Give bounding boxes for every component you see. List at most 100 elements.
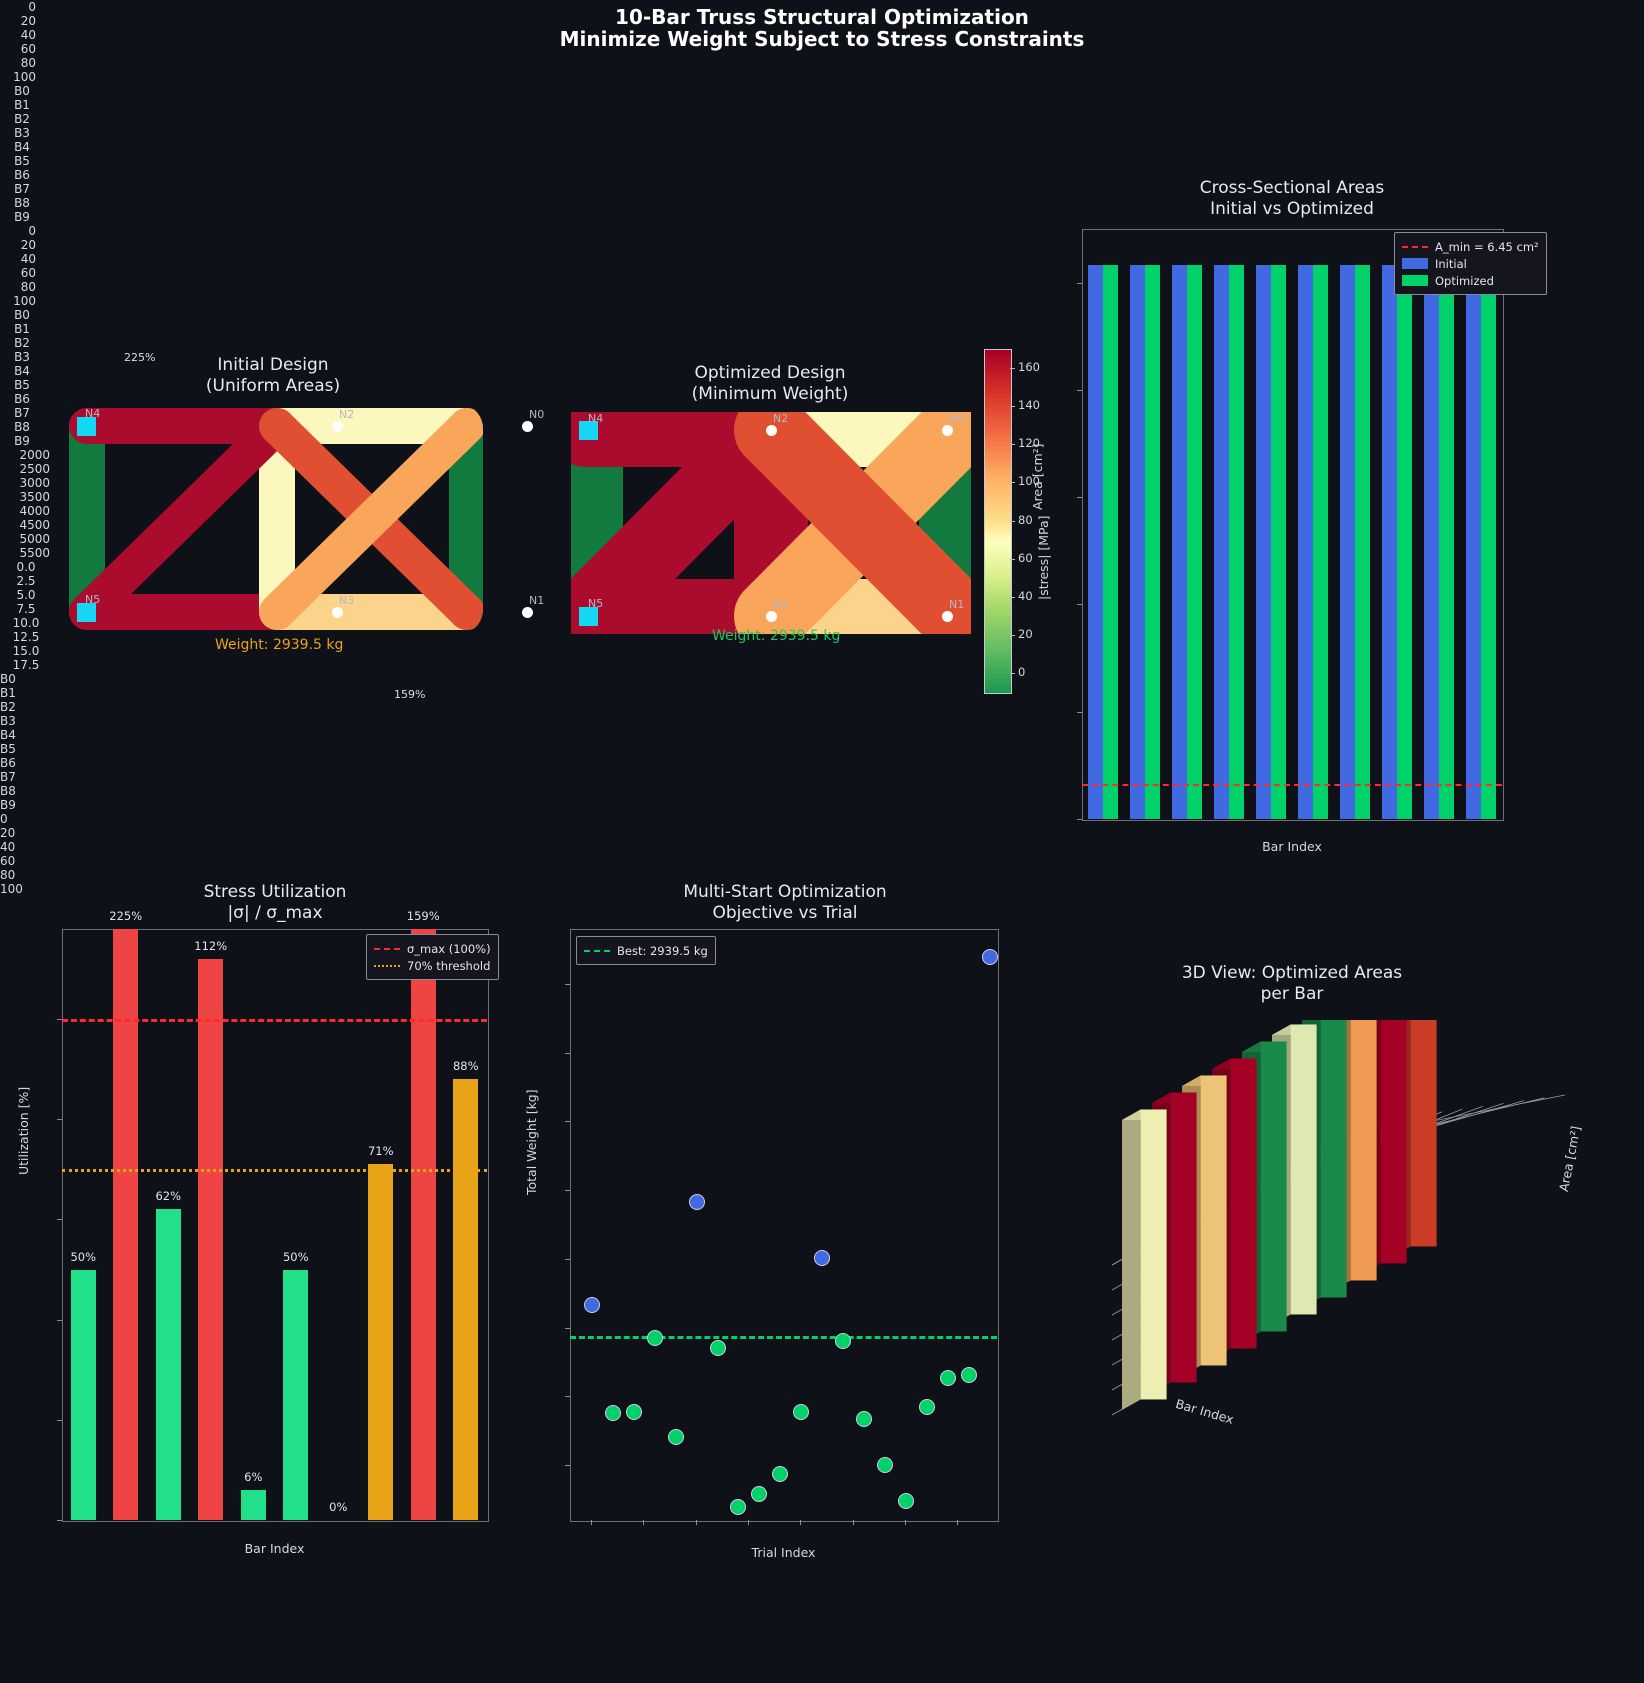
multistart-point <box>981 949 998 966</box>
areas-y-tick-mark <box>1077 282 1082 284</box>
stress-x-tick-label: B4 <box>14 364 30 378</box>
legend-entry[interactable]: Best: 2939.5 kg <box>584 942 708 959</box>
view3d-x-tick-label: B1 <box>0 686 16 700</box>
areas-bar <box>1339 265 1355 819</box>
legend-entry[interactable]: A_min = 6.45 cm² <box>1402 238 1539 255</box>
multistart-x-tick-mark <box>904 1520 906 1525</box>
node-label-N2: N2 <box>773 412 789 425</box>
legend-patch-icon <box>1402 275 1428 286</box>
stress-bar <box>410 929 436 1520</box>
areas-ylabel: Area [cm²] <box>1030 443 1045 510</box>
multistart-y-tick-label: 3500 <box>19 490 50 504</box>
areas-legend[interactable]: A_min = 6.45 cm² Initial Optimized <box>1394 232 1547 295</box>
areas-y-tick-mark <box>1077 389 1082 391</box>
multistart-y-tick-mark <box>565 1327 570 1329</box>
legend-entry[interactable]: Initial <box>1402 255 1539 272</box>
multistart-y-tick-mark <box>565 1396 570 1398</box>
multistart-legend[interactable]: Best: 2939.5 kg <box>576 936 716 965</box>
node-label-N5: N5 <box>85 593 101 606</box>
colorbar-tick-label: 0 <box>1018 664 1026 679</box>
areas-x-tick-label: B7 <box>14 182 30 196</box>
stress-y-tick-mark <box>57 1319 62 1321</box>
node-label-N0: N0 <box>949 412 965 425</box>
colorbar-tick-label: 80 <box>1018 512 1033 527</box>
multistart-x-tick-label: 5.0 <box>16 588 36 602</box>
areas-chart-title: Cross-Sectional Areas Initial vs Optimiz… <box>1082 178 1502 219</box>
stress-bar <box>453 1079 479 1520</box>
areas-x-tick-label: B9 <box>14 210 30 224</box>
stress-x-tick-label: B1 <box>14 322 30 336</box>
colorbar-tick-label: 160 <box>1018 360 1040 375</box>
stress-bar-value-label: 0% <box>329 1500 348 1514</box>
multistart-y-tick-mark <box>565 1258 570 1260</box>
optimized-truss-svg <box>571 412 971 634</box>
initial-design-title: Initial Design (Uniform Areas) <box>63 355 483 396</box>
multistart-point <box>876 1457 893 1474</box>
multistart-point <box>939 1370 956 1387</box>
multistart-point <box>709 1339 726 1356</box>
stress-bar-value-label: 6% <box>244 1469 263 1484</box>
multistart-x-tick-label: 0.0 <box>16 560 36 574</box>
stress-x-tick-label: B9 <box>14 434 30 448</box>
legend-label: Initial <box>1435 256 1467 271</box>
view3d-z-tick-label: 80 <box>0 868 16 882</box>
stress-y-ticks: 0 20 40 60 80 100 <box>0 224 1644 1521</box>
areas-x-tick-label: B5 <box>14 154 30 168</box>
stress-legend[interactable]: σ_max (100%) 70% threshold <box>366 934 499 980</box>
multistart-point <box>625 1404 642 1421</box>
stress-bar <box>155 1209 181 1520</box>
multistart-y-tick-label: 5500 <box>19 546 50 560</box>
legend-dashed-line-icon <box>584 949 610 952</box>
multistart-y-tick-mark <box>565 1052 570 1054</box>
stress-bar <box>70 1269 96 1520</box>
multistart-x-tick-mark <box>800 1520 802 1525</box>
node-dot-N2 <box>766 425 777 436</box>
multistart-point <box>730 1499 747 1516</box>
stress-bar <box>198 959 224 1520</box>
initial-truss-svg <box>69 408 483 630</box>
areas-xlabel: Bar Index <box>1262 839 1322 854</box>
areas-x-ticks: B0 B1 B2 B3 B4 B5 B6 B7 B8 B9 <box>0 84 1644 224</box>
colorbar-axis-label: |stress| [MPa] <box>1036 515 1051 600</box>
view3d-title-line-1: 3D View: Optimized Areas <box>1181 963 1403 983</box>
multistart-point <box>751 1485 768 1502</box>
view3d-x-tick-label: B3 <box>0 714 16 728</box>
node-label-N1: N1 <box>529 594 545 607</box>
initial-design-truss: N2 N0 N3 N1 N4 N5 <box>63 403 544 635</box>
stress-hline-threshold <box>62 1169 487 1173</box>
stress-y-tick-mark <box>57 1019 62 1021</box>
areas-bar <box>1481 265 1497 819</box>
node-dot-N0 <box>942 425 953 436</box>
legend-entry[interactable]: 70% threshold <box>374 957 491 974</box>
multistart-y-tick-label: 3000 <box>19 476 50 490</box>
multistart-point <box>772 1465 789 1482</box>
view3d-plot-area <box>1060 956 1570 1460</box>
areas-hline-amin <box>1082 784 1502 787</box>
legend-entry[interactable]: Optimized <box>1402 272 1539 289</box>
stress-y-tick-label: 80 <box>20 280 36 294</box>
stress-bar-value-label: 50% <box>282 1249 309 1264</box>
multistart-x-tick-mark <box>852 1520 854 1525</box>
areas-bar <box>1187 265 1203 819</box>
multistart-x-tick-label: 2.5 <box>16 574 36 588</box>
multistart-x-tick-label: 7.5 <box>16 602 36 616</box>
stress-x-tick-label: B8 <box>14 420 30 434</box>
areas-y-ticks: 0 20 40 60 80 100 <box>0 0 1644 820</box>
stress-xlabel: Bar Index <box>244 1541 305 1556</box>
legend-label: 70% threshold <box>407 958 491 973</box>
legend-label: Best: 2939.5 kg <box>617 943 708 958</box>
stress-y-tick-label: 60 <box>20 266 36 280</box>
multistart-point <box>918 1398 935 1415</box>
areas-bar <box>1213 265 1229 819</box>
multistart-y-tick-mark <box>565 1190 570 1192</box>
areas-y-tick-label: 20 <box>20 14 36 28</box>
areas-y-tick-mark <box>1077 711 1082 713</box>
stress-x-tick-label: B2 <box>14 336 30 350</box>
stress-y-tick-mark <box>57 1419 62 1421</box>
stress-x-ticks: B0 B1 B2 B3 B4 B5 B6 B7 B8 B9 <box>0 308 1644 448</box>
multistart-y-tick-mark <box>565 983 570 985</box>
legend-entry[interactable]: σ_max (100%) <box>374 940 491 957</box>
view3d-x-ticks: B0 B1 B2 B3 B4 B5 B6 B7 B8 B9 <box>0 672 1644 812</box>
multistart-point <box>856 1410 873 1427</box>
legend-patch-icon <box>1402 258 1428 269</box>
